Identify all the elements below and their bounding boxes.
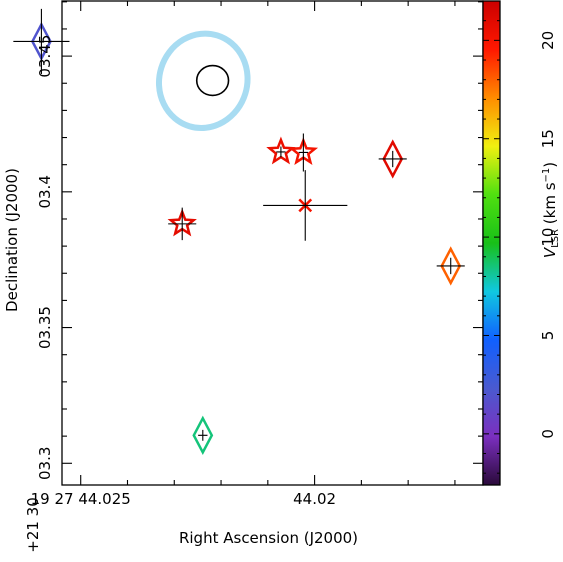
data-point-7	[436, 246, 465, 286]
data-point-2	[266, 136, 296, 165]
colorbar-tick-label-4: 15	[539, 129, 557, 148]
error-bars	[13, 8, 70, 75]
colorbar-gradient	[482, 0, 501, 486]
y-axis-ref-label: +21 30	[24, 497, 42, 553]
colorbar-tick-label-5: 20	[539, 31, 557, 50]
y-tick-label-4: 03.45	[36, 35, 54, 78]
colorbar-label-symbol: V	[541, 246, 559, 258]
y-tick-label-2: 03.35	[36, 306, 54, 349]
tick-labels: 19 27 44.025 44.02 03.3 03.35 03.4 03.45	[31, 35, 336, 508]
y-tick-label-3: 03.4	[36, 175, 54, 208]
data-point-4	[378, 139, 407, 179]
data-point-1	[13, 8, 70, 75]
points-layer	[13, 8, 465, 455]
colorbar-tick-label-3: 10	[539, 228, 557, 247]
x-tick-label-2: 44.02	[293, 490, 336, 508]
colorbar-label: VLSR (km s−1)	[541, 162, 561, 258]
colorbar-tick-label-2: 5	[539, 331, 557, 341]
error-bars	[263, 170, 348, 241]
colorbar-tick-label-1: 0	[539, 429, 557, 439]
data-point-3	[288, 133, 319, 172]
beam-ellipse	[155, 30, 251, 132]
error-bars	[298, 133, 309, 172]
error-bars	[436, 257, 465, 275]
error-bars	[276, 146, 286, 158]
data-point-5	[167, 207, 197, 241]
y-axis-label: Declination (J2000)	[3, 168, 21, 312]
plot-frame	[61, 0, 484, 486]
diamond-marker	[382, 139, 404, 179]
colorbar: 0 5 10 15 20	[482, 0, 557, 486]
error-bars	[198, 429, 208, 441]
diamond-marker	[440, 246, 462, 286]
colorbar-ticks: 0 5 10 15 20	[483, 0, 557, 474]
synthesized-beam-circle	[195, 64, 230, 97]
error-bars	[168, 207, 197, 241]
axis-ticks	[62, 1, 483, 485]
x-tick-label-1: 19 27 44.025	[31, 490, 131, 508]
colorbar-label-sup: −1	[541, 168, 552, 183]
colorbar-label-close: )	[541, 162, 559, 168]
colorbar-label-sub: LSR	[550, 229, 561, 248]
colorbar-label-unit: (km s	[541, 182, 559, 229]
beam-layer	[155, 30, 251, 132]
y-tick-label-1: 03.3	[36, 447, 54, 480]
data-point-8	[192, 415, 214, 455]
diamond-marker	[192, 415, 214, 455]
error-bars	[378, 150, 407, 168]
x-axis-label: Right Ascension (J2000)	[179, 529, 358, 547]
data-point-6	[263, 170, 348, 241]
